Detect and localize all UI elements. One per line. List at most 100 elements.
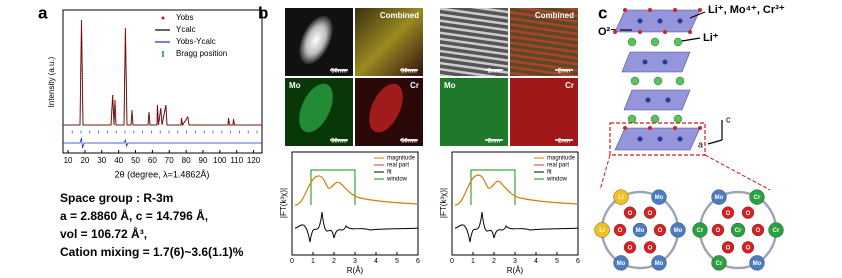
tile-label: Mo: [289, 81, 301, 90]
structure-text: Space group : R-3m: [60, 191, 173, 205]
x-tick-label: 5: [395, 258, 399, 265]
x-tick-label: 120: [247, 156, 261, 165]
y-axis-label: Intensity (a.u.): [47, 56, 56, 107]
atom: [613, 189, 629, 205]
atom: [613, 223, 627, 237]
x-tick-label: 4: [374, 258, 378, 265]
atom-label: O: [726, 211, 731, 217]
x-axis-label: 2θ (degree, λ=1.4862Å): [115, 169, 210, 179]
x-tick-label: 30: [97, 156, 106, 165]
legend-label: Bragg position: [176, 49, 227, 58]
axis-label: c: [726, 114, 731, 124]
eds-left: [285, 8, 423, 146]
atom: [749, 255, 765, 271]
atom-label: Mo: [636, 228, 645, 234]
atom-label: O: [628, 211, 633, 217]
tile-label: Combined: [535, 11, 574, 20]
li-label: Li⁺: [703, 32, 719, 44]
legend-label: real part: [547, 163, 569, 169]
atom-label: Mo: [655, 195, 664, 201]
atom-label: O: [658, 228, 663, 234]
plot-frame: [62, 9, 263, 154]
atom-label: O: [648, 245, 653, 251]
x-tick-label: 110: [230, 156, 243, 165]
atom-label: O: [726, 245, 731, 251]
structure-text: a = 2.8860 Å, c = 14.796 Å,: [60, 208, 208, 223]
scale-label: 2nm: [488, 69, 500, 75]
atom-label: O: [618, 228, 623, 234]
x-tick-label: 50: [131, 156, 140, 165]
atom: [768, 222, 784, 238]
atom: [623, 206, 637, 219]
atom: [653, 223, 667, 237]
atom-label: O: [746, 211, 751, 217]
ycalc-curve: [63, 19, 262, 127]
atom: [721, 206, 735, 219]
atom-label: Mo: [617, 261, 626, 267]
oxygen-label: O²⁻: [598, 26, 616, 38]
atom: [632, 222, 648, 238]
x-tick-label: 20: [80, 156, 89, 165]
x-tick-label: 0: [450, 258, 454, 265]
atom: [711, 189, 727, 205]
atom: [730, 222, 746, 238]
difference-curve: [63, 137, 262, 149]
x-axis-label: R(Å): [507, 266, 524, 275]
atom-label: Cr: [697, 228, 704, 234]
atom: [623, 241, 637, 254]
atom-label: Mo: [715, 195, 724, 201]
atom: [741, 241, 755, 254]
scale-label: 50nm: [401, 69, 417, 75]
x-tick-label: 0: [290, 258, 294, 265]
x-tick-label: 90: [199, 156, 208, 165]
atom-label: Mo: [655, 261, 664, 267]
atom-label: Cr: [716, 261, 723, 267]
panel-label: a: [38, 3, 48, 22]
scale-label: 2nm: [558, 139, 570, 145]
atom: [670, 222, 686, 238]
legend-label: Ycalc: [176, 25, 196, 34]
axis-label: a: [698, 139, 703, 149]
structure-text: vol = 106.72 Å³,: [60, 226, 147, 241]
atom-label: Li: [599, 228, 605, 234]
atom: [594, 222, 610, 238]
y-axis-label: |FT(k³χ)|: [439, 188, 448, 218]
atom-label: Cr: [735, 228, 742, 234]
atom: [643, 206, 657, 219]
x-tick-label: 2: [492, 258, 496, 265]
x-tick-label: 3: [353, 258, 357, 265]
atom-label: Cr: [773, 228, 780, 234]
atom-label: Li: [618, 195, 624, 201]
legend-label: fit: [547, 170, 552, 176]
scale-label: 2nm: [558, 69, 570, 75]
legend-label: Yobs: [176, 13, 194, 22]
x-tick-label: 70: [165, 156, 174, 165]
tile-label: Cr: [565, 81, 574, 90]
legend-label: window: [546, 177, 568, 183]
x-tick-label: 10: [64, 156, 73, 165]
atom: [721, 241, 735, 254]
atom: [711, 223, 725, 237]
scale-label: 50nm: [331, 69, 347, 75]
atom-label: O: [628, 245, 633, 251]
legend-symbol: [161, 16, 165, 20]
x-tick-label: 4: [534, 258, 538, 265]
x-tick-label: 6: [416, 258, 420, 265]
y-axis-label: |FT(k³χ)|: [279, 188, 288, 218]
atom: [741, 206, 755, 219]
atom-label: Cr: [754, 195, 761, 201]
atom: [651, 255, 667, 271]
atom: [651, 189, 667, 205]
atom-label: Mo: [674, 228, 683, 234]
atom-label: Mo: [753, 261, 762, 267]
x-tick-label: 80: [182, 156, 191, 165]
atom: [613, 255, 629, 271]
scale-label: 2nm: [488, 139, 500, 145]
x-tick-label: 60: [148, 156, 157, 165]
x-tick-label: 2: [332, 258, 336, 265]
atom: [711, 255, 727, 271]
atom: [643, 241, 657, 254]
scale-bars: [330, 69, 573, 141]
legend-label: magnitude: [547, 156, 576, 162]
